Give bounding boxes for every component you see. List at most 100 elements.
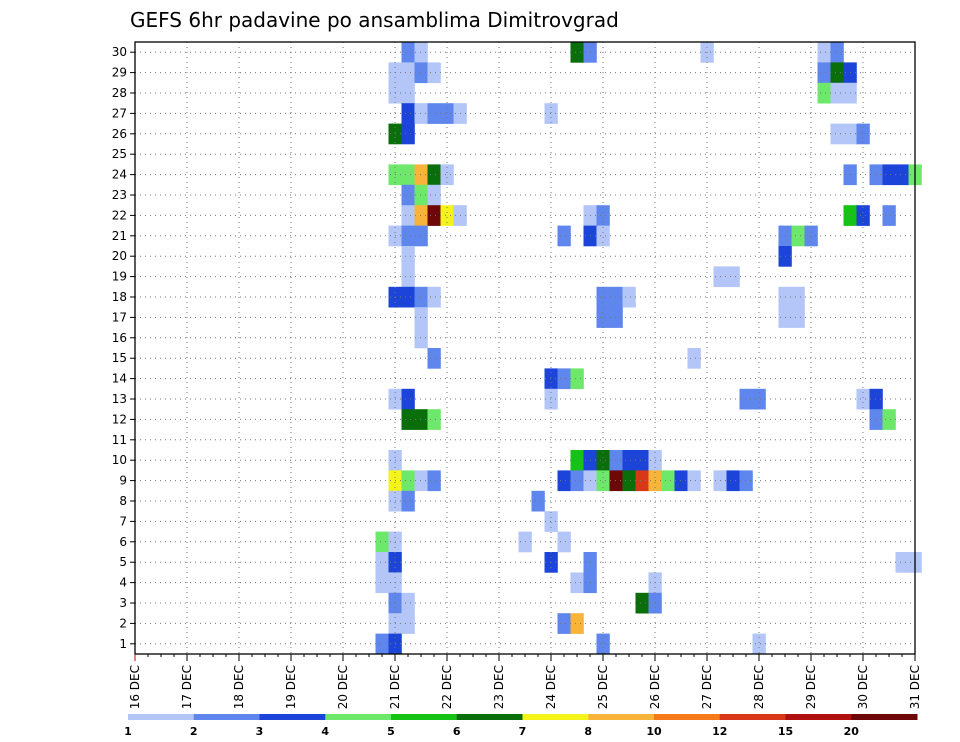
y-tick-label: 19 <box>112 270 127 284</box>
heatmap-cell <box>609 286 623 308</box>
heatmap-cell <box>414 103 428 124</box>
x-tick-label: 30 DEC <box>856 665 870 709</box>
heatmap-cell <box>570 42 584 63</box>
heatmap-cell <box>622 286 636 308</box>
heatmap-cell <box>544 368 558 390</box>
heatmap-cell <box>882 205 896 226</box>
heatmap-cell <box>401 164 415 186</box>
y-tick-label: 18 <box>112 290 127 304</box>
heatmap-cell <box>414 470 428 492</box>
heatmap-cell <box>622 450 636 471</box>
heatmap-cell <box>414 307 428 328</box>
heatmap-cell <box>414 327 428 349</box>
heatmap-cell <box>895 164 909 186</box>
heatmap-cell <box>661 470 675 492</box>
y-tick-label: 4 <box>119 576 127 590</box>
y-tick-label: 12 <box>112 412 127 426</box>
heatmap-cell <box>596 470 610 492</box>
heatmap-cell <box>414 164 428 186</box>
heatmap-cell <box>791 286 805 308</box>
heatmap-cell <box>414 184 428 206</box>
heatmap-cell <box>830 123 844 145</box>
heatmap-cell <box>440 103 454 124</box>
x-tick-label: 27 DEC <box>700 665 714 709</box>
heatmap-cell <box>817 82 831 104</box>
colorbar-tick-label: 12 <box>712 725 727 738</box>
heatmap-cell <box>895 552 909 573</box>
heatmap-cell <box>401 266 415 288</box>
heatmap-cell <box>427 164 441 186</box>
heatmap-cell <box>622 470 636 492</box>
heatmap-cell <box>817 62 831 84</box>
colorbar-segment <box>719 714 786 720</box>
y-tick-label: 16 <box>112 331 127 345</box>
heatmap-cell <box>544 511 558 532</box>
heatmap-cell <box>427 205 441 226</box>
heatmap-cell <box>635 450 649 471</box>
heatmap-cell <box>401 286 415 308</box>
y-tick-label: 8 <box>119 494 127 508</box>
heatmap-cell <box>596 450 610 471</box>
heatmap-cell <box>570 572 584 594</box>
heatmap-cell <box>570 613 584 634</box>
heatmap-cell <box>401 103 415 124</box>
heatmap-cell <box>375 633 389 655</box>
heatmap-cell <box>414 409 428 430</box>
heatmap-cell <box>427 348 441 369</box>
heatmap-cell <box>609 470 623 492</box>
colorbar-segment <box>654 714 721 720</box>
x-tick-label: 19 DEC <box>284 665 298 709</box>
colorbar-tick-label: 7 <box>519 725 527 738</box>
colorbar-segment <box>456 714 523 720</box>
x-tick-label: 23 DEC <box>492 665 506 709</box>
heatmap-cell <box>674 470 688 492</box>
colorbar-tick-label: 6 <box>453 725 461 738</box>
heatmap-cell <box>440 164 454 186</box>
x-tick-label: 17 DEC <box>180 665 194 709</box>
heatmap-cell <box>414 62 428 84</box>
heatmap-cell <box>401 62 415 84</box>
heatmap-cell <box>726 470 740 492</box>
colorbar-segment <box>391 714 458 720</box>
heatmap-cell <box>817 42 831 63</box>
chart-title: GEFS 6hr padavine po ansamblima Dimitrov… <box>130 8 619 32</box>
heatmap-cell <box>570 368 584 390</box>
heatmap-cell <box>544 388 558 410</box>
y-tick-label: 13 <box>112 392 127 406</box>
heatmap-cell <box>739 470 753 492</box>
heatmap-cell <box>557 470 571 492</box>
heatmap-cell <box>856 123 870 145</box>
y-tick-label: 3 <box>119 596 127 610</box>
heatmap-cell <box>596 633 610 655</box>
heatmap-cell <box>687 348 701 369</box>
heatmap-cell <box>401 388 415 410</box>
heatmap-cell <box>440 205 454 226</box>
heatmap-cells <box>375 42 922 655</box>
x-tick-label: 22 DEC <box>440 665 454 709</box>
heatmap-cell <box>739 388 753 410</box>
heatmap-cell <box>531 490 545 512</box>
y-tick-label: 24 <box>112 168 127 182</box>
heatmap-cell <box>830 42 844 63</box>
colorbar-tick-label: 10 <box>646 725 662 738</box>
heatmap-cell <box>427 62 441 84</box>
y-tick-label: 9 <box>119 474 127 488</box>
heatmap-cell <box>401 225 415 247</box>
colorbar-segment <box>128 714 195 720</box>
heatmap-cell <box>427 184 441 206</box>
y-tick-label: 7 <box>119 514 127 528</box>
y-tick-label: 5 <box>119 555 127 569</box>
heatmap-cell <box>375 552 389 573</box>
heatmap-cell <box>401 42 415 63</box>
heatmap-cell <box>609 307 623 328</box>
x-tick-label: 18 DEC <box>232 665 246 709</box>
x-axis: 16 DEC 17 DEC 18 DEC 19 DEC 20 DEC 21 DEC 22 D… <box>128 654 922 709</box>
y-tick-label: 17 <box>112 310 127 324</box>
heatmap-cell <box>869 388 883 410</box>
y-axis: 1234567891011121314151617181920212223242… <box>112 45 135 651</box>
heatmap-cell <box>401 184 415 206</box>
x-tick-label: 20 DEC <box>336 665 350 709</box>
colorbar-segment <box>522 714 589 720</box>
heatmap-cell <box>414 42 428 63</box>
